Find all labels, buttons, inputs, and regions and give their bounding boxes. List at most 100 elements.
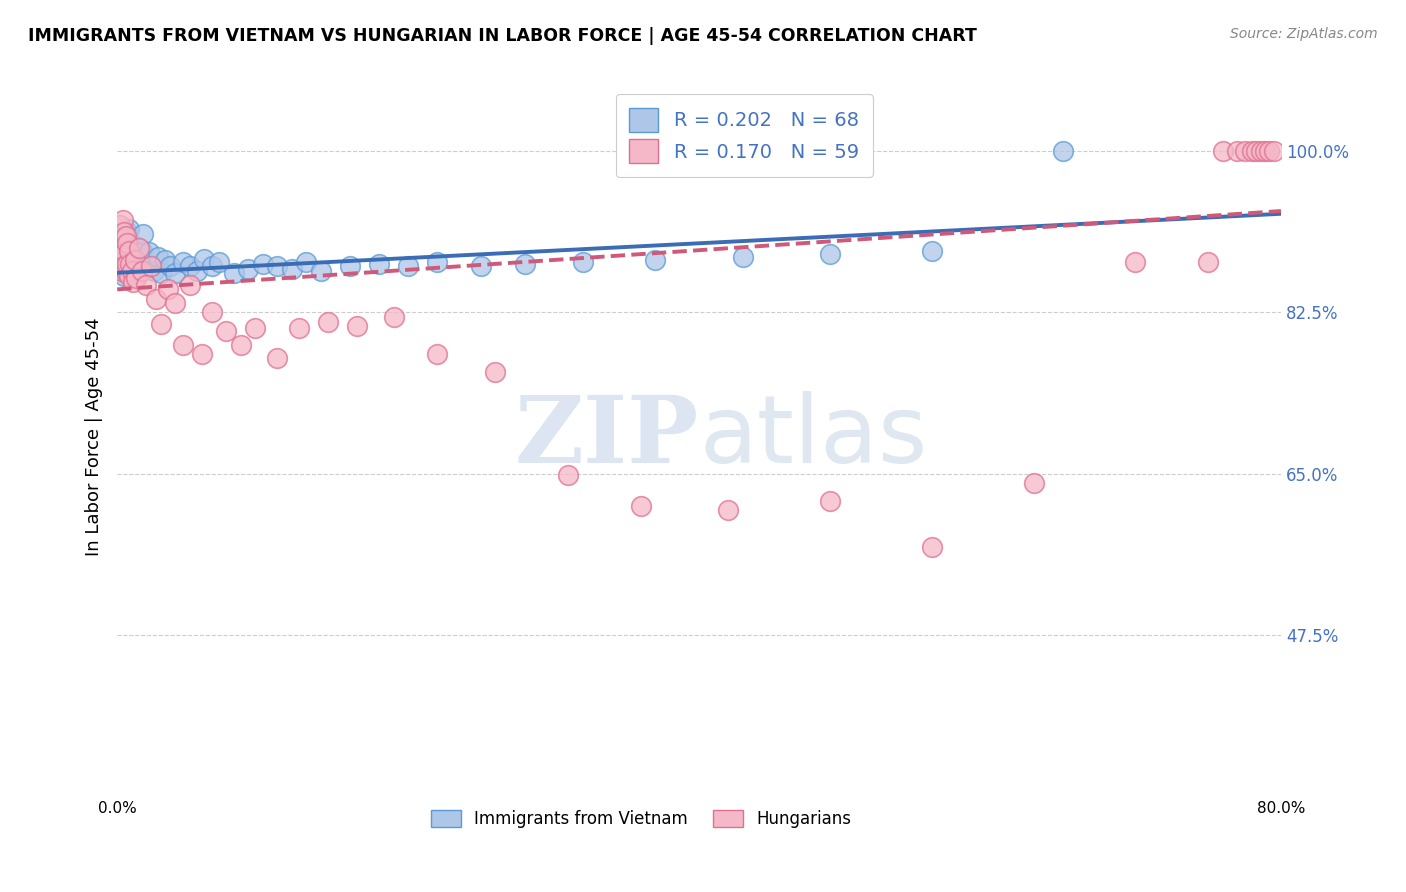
Point [252,256,274,270]
Point [179,260,201,274]
Point [368,256,391,270]
Point [115,264,138,278]
Point [110,250,132,264]
Point [121,241,143,255]
Point [129,264,152,278]
Point [117,245,139,260]
Point [108,241,131,255]
Point [114,250,136,264]
Point [118,222,141,236]
Point [229,337,252,351]
Point [117,256,139,270]
Point [118,244,141,258]
Point [1240,144,1263,158]
Point [118,260,141,274]
Point [114,260,136,274]
Point [309,264,332,278]
Point [114,225,136,239]
Point [117,236,139,251]
Point [1226,144,1249,158]
Point [120,241,142,255]
Point [1244,144,1267,158]
Point [236,262,259,277]
Point [146,250,169,264]
Point [165,266,187,280]
Point [266,351,288,366]
Point [557,468,579,483]
Text: IMMIGRANTS FROM VIETNAM VS HUNGARIAN IN LABOR FORCE | AGE 45-54 CORRELATION CHAR: IMMIGRANTS FROM VIETNAM VS HUNGARIAN IN … [28,27,977,45]
Point [135,277,157,292]
Point [201,305,224,319]
Point [107,260,129,274]
Point [1212,144,1234,158]
Point [396,260,419,274]
Point [921,244,943,258]
Point [124,252,146,267]
Point [382,310,405,324]
Point [108,218,131,232]
Point [731,250,754,264]
Point [179,277,201,292]
Point [114,232,136,246]
Point [190,347,212,361]
Point [117,225,139,239]
Point [266,260,288,274]
Text: atlas: atlas [699,391,928,483]
Point [128,241,150,255]
Point [125,271,148,285]
Point [131,264,153,278]
Point [111,213,134,227]
Point [1250,144,1272,158]
Point [107,254,129,268]
Point [346,319,368,334]
Point [138,245,160,260]
Point [108,254,131,268]
Point [122,275,145,289]
Point [110,232,132,246]
Text: ZIP: ZIP [515,392,699,482]
Point [1258,144,1281,158]
Point [1052,144,1074,158]
Point [1125,254,1147,268]
Point [426,254,449,268]
Point [120,256,142,270]
Point [426,347,449,361]
Point [149,266,172,280]
Point [245,321,267,335]
Point [172,254,194,268]
Point [125,243,148,257]
Point [135,260,157,274]
Point [108,241,131,255]
Point [121,264,143,278]
Point [921,541,943,555]
Point [111,227,134,241]
Point [484,365,506,379]
Point [513,256,536,270]
Point [142,264,165,278]
Point [1254,144,1277,158]
Point [159,260,181,274]
Point [120,256,142,270]
Point [111,245,134,260]
Point [128,241,150,255]
Point [118,244,141,258]
Point [115,228,138,243]
Point [132,227,155,241]
Point [165,296,187,310]
Point [281,262,304,277]
Point [110,264,132,278]
Point [122,238,145,252]
Point [121,262,143,277]
Point [339,260,361,274]
Point [717,503,740,517]
Point [295,254,318,268]
Point [117,262,139,277]
Legend: Immigrants from Vietnam, Hungarians: Immigrants from Vietnam, Hungarians [425,803,858,835]
Text: Source: ZipAtlas.com: Source: ZipAtlas.com [1230,27,1378,41]
Point [149,318,172,332]
Point [124,260,146,274]
Point [157,282,180,296]
Point [222,266,245,280]
Point [208,254,231,268]
Point [110,264,132,278]
